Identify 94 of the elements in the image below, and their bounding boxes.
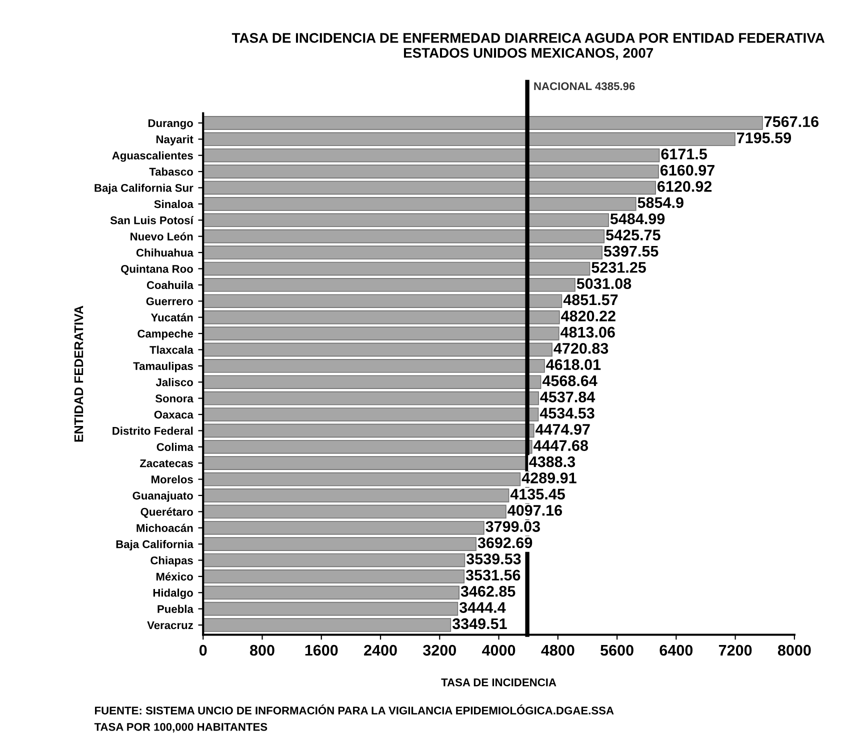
data-label: 7195.59: [737, 132, 792, 144]
data-label: 3692.69: [478, 537, 532, 548]
y-tick-label: Querétaro: [140, 508, 193, 518]
bar: [203, 520, 484, 535]
y-tick-label: Yucatán: [150, 313, 193, 322]
y-tick-label: Tabasco: [149, 168, 193, 176]
x-tick-label: 0: [199, 644, 207, 656]
y-tick-label: Baja California: [116, 540, 194, 550]
y-tick-label: Morelos: [152, 475, 193, 484]
y-tick-label: Coahuila: [146, 280, 194, 290]
text: TASA POR 100,000 HABITANTES: [94, 722, 268, 732]
data-label: 5231.25: [592, 262, 646, 273]
bar: [203, 504, 506, 519]
y-tick-label: Veracruz: [147, 621, 193, 630]
y-tick-label: Chihuahua: [136, 248, 194, 257]
y-tick-label: Sonora: [155, 394, 194, 402]
bar: [203, 375, 542, 389]
y-tick-label: Campeche: [138, 329, 194, 340]
data-label: 3531.56: [466, 570, 520, 581]
data-label: 4534.53: [540, 408, 594, 419]
data-label: 4820.22: [561, 310, 616, 322]
chart-title: TASA DE INCIDENCIA DE ENFERMEDAD DIARREICA AGUDA POR ENTIDAD FEDERATIVA ESTADOS UNIDOS MEXICANOS, 2007: [232, 33, 825, 60]
y-tick-label: Hidalgo: [153, 588, 193, 600]
x-tick-label: 8000: [778, 644, 811, 656]
y-tick-label: Puebla: [158, 604, 194, 613]
data-label: 4851.57: [563, 294, 618, 306]
x-tick-label: 800: [250, 644, 274, 656]
bar: [203, 553, 466, 568]
data-label: 7567.16: [764, 116, 819, 128]
x-tick-label: 2400: [364, 644, 397, 656]
data-label: 5484.99: [610, 213, 665, 224]
data-label: 4537.84: [540, 392, 596, 402]
bar: [203, 229, 605, 244]
x-tick-label: 4000: [482, 644, 516, 656]
data-label: 4720.83: [554, 342, 608, 354]
source-note: FUENTE: SISTEMA UNCIO DE INFORMACIÓN PARA LA VIGILANCIA EPIDEMIOLÓGICA.DGAE.SSA: [95, 704, 614, 714]
bar: [203, 148, 660, 162]
bar: [203, 570, 465, 584]
y-tick-label: Jalisco: [156, 378, 193, 386]
y-tick-label: México: [156, 572, 193, 581]
bar: [203, 408, 539, 422]
bar: [203, 294, 562, 308]
data-label: 4289.91: [522, 472, 576, 484]
data-label: 6160.97: [660, 164, 714, 176]
y-tick-label: Guerrero: [146, 297, 193, 306]
y-tick-label: Zacatecas: [140, 459, 193, 468]
bar: [203, 618, 452, 632]
data-label: 6171.5: [661, 148, 707, 160]
data-label: 4474.97: [536, 424, 590, 435]
y-tick-label: Distrito Federal: [112, 426, 193, 435]
y-tick-label: Quintana Roo: [121, 264, 193, 275]
data-label: 3799.03: [486, 521, 540, 532]
data-label: 5397.55: [604, 246, 658, 257]
y-tick-label: Guanajuato: [132, 491, 193, 502]
data-label: 3462.85: [460, 586, 516, 597]
bar: [203, 262, 590, 276]
y-tick-label: Chiapas: [150, 556, 193, 567]
data-label: 4135.45: [510, 488, 565, 500]
x-axis-title: TASA DE INCIDENCIA: [441, 678, 556, 686]
x-tick-label: 6400: [660, 644, 693, 656]
y-tick-label: San Luis Potosí: [110, 216, 194, 224]
data-label: 3444.4: [459, 602, 506, 613]
y-tick-label: Aguascalientes: [112, 151, 193, 162]
y-tick-label: Oaxaca: [154, 410, 194, 419]
y-axis-title: ENTIDAD FEDERATIVA: [74, 306, 84, 442]
y-tick-label: Tlaxcala: [150, 346, 194, 354]
y-tick-label: Nayarit: [156, 135, 194, 146]
y-tick-label: Baja California Sur: [94, 184, 194, 194]
x-tick-label: 4800: [541, 644, 574, 656]
data-label: 5031.08: [576, 278, 632, 290]
y-tick-label: Michoacán: [136, 524, 193, 532]
x-tick-label: 1600: [305, 644, 338, 656]
y-tick-label: Sinaloa: [154, 200, 194, 208]
x-tick-label: 5600: [600, 644, 634, 656]
bar: [203, 602, 458, 616]
data-label: 4568.64: [542, 375, 598, 386]
x-tick-label: 3200: [423, 644, 456, 656]
data-label: 4813.06: [560, 326, 615, 338]
data-label: 5425.75: [606, 230, 660, 240]
x-tick-label: 7200: [718, 644, 752, 656]
data-label: 5854.9: [638, 197, 684, 208]
y-tick-label: Durango: [148, 119, 193, 130]
data-label: 4388.3: [529, 456, 576, 468]
data-label: 6120.92: [657, 181, 712, 192]
data-label: 4097.16: [508, 504, 562, 516]
bar: [203, 537, 476, 551]
y-tick-label: Colima: [156, 442, 194, 452]
data-label: 4618.01: [546, 359, 601, 370]
data-label: 3349.51: [452, 618, 507, 630]
data-label: 3539.53: [466, 554, 521, 564]
data-label: 4447.68: [533, 440, 588, 451]
ref-line-label: NACIONAL 4385.96: [534, 82, 635, 90]
y-tick-label: Tamaulipas: [133, 362, 193, 372]
y-tick-label: Nuevo León: [130, 232, 193, 240]
